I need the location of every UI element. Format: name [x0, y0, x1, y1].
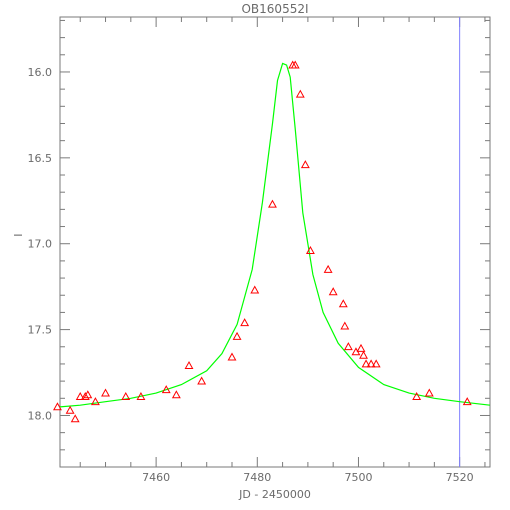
- data-point-triangle: [184, 361, 194, 370]
- data-point-triangle: [232, 331, 242, 340]
- data-point-triangle: [75, 391, 85, 400]
- data-point-triangle: [343, 342, 353, 351]
- data-point-triangle: [65, 405, 75, 414]
- data-point-triangle: [171, 390, 181, 399]
- data-point-triangle: [462, 397, 472, 406]
- data-point-triangle: [361, 359, 371, 368]
- x-axis-label: JD - 2450000: [238, 488, 311, 501]
- data-point-triangle: [80, 391, 90, 400]
- y-tick-label: 17.0: [28, 238, 53, 251]
- y-tick-label: 16.0: [28, 66, 53, 79]
- data-point-triangle: [300, 160, 310, 169]
- y-tick-label: 18.0: [28, 409, 53, 422]
- data-point-triangle: [340, 321, 350, 330]
- data-point-triangle: [305, 245, 315, 254]
- data-point-triangle: [323, 264, 333, 273]
- plot-frame: [59, 16, 491, 468]
- y-tick-label: 17.5: [28, 324, 53, 337]
- data-point-triangle: [240, 318, 250, 327]
- model-curve-line: [59, 62, 491, 408]
- x-tick-label: 7520: [446, 471, 474, 484]
- data-point-triangle: [121, 391, 131, 400]
- data-point-triangle: [424, 388, 434, 397]
- x-tick-label: 7460: [142, 471, 170, 484]
- data-point-triangle: [366, 359, 376, 368]
- data-point-triangle: [197, 376, 207, 385]
- y-axis-label: I: [12, 234, 25, 237]
- data-point-triangle: [90, 397, 100, 406]
- data-point-triangle: [227, 352, 237, 361]
- data-point-triangle: [295, 89, 305, 98]
- data-point-triangle: [53, 402, 62, 411]
- x-tick-label: 7500: [344, 471, 372, 484]
- data-point-triangle: [136, 391, 146, 400]
- data-point-triangle: [101, 388, 110, 397]
- data-point-triangle: [83, 390, 93, 399]
- data-point-triangle: [356, 343, 366, 352]
- data-point-triangle: [338, 299, 348, 308]
- data-point-triangle: [371, 359, 381, 368]
- y-axis-ticks: 16.0 16.5 17.0 17.5 18.0: [28, 19, 490, 468]
- data-point-triangle: [268, 199, 277, 208]
- y-tick-label: 16.5: [28, 152, 53, 165]
- chart-title: OB160552I: [241, 2, 308, 16]
- data-point-triangle: [70, 414, 80, 423]
- data-point-triangle: [359, 350, 368, 359]
- x-axis-ticks: 7460 7480 7500 7520: [79, 17, 486, 484]
- data-point-triangle: [250, 285, 260, 294]
- data-point-triangle: [161, 385, 171, 394]
- photometry-points: [53, 60, 472, 423]
- data-point-triangle: [290, 60, 300, 69]
- data-point-triangle: [412, 391, 422, 400]
- x-tick-label: 7480: [243, 471, 271, 484]
- model-curve: [59, 62, 491, 408]
- data-point-triangle: [328, 287, 338, 296]
